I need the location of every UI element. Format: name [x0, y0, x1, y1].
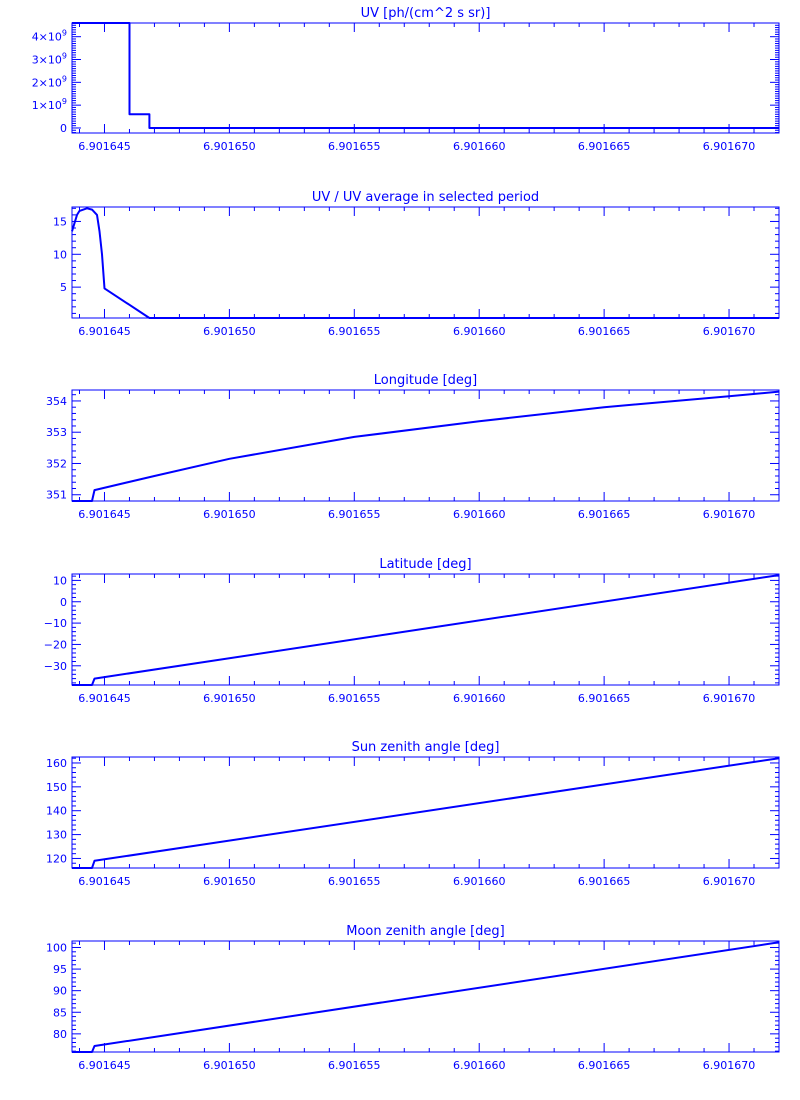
y-tick-label: 80 — [53, 1028, 67, 1041]
y-tick-label: 2×109 — [32, 74, 67, 89]
x-tick-label: 6.901660 — [453, 1059, 506, 1072]
y-tick-label-base: 2×10 — [32, 76, 62, 89]
x-tick-label: 6.901655 — [328, 692, 381, 705]
x-tick-label: 6.901650 — [203, 875, 256, 888]
x-tick-label: 6.901650 — [203, 692, 256, 705]
y-tick-label-exponent: 9 — [62, 74, 67, 83]
x-tick-label: 6.901645 — [78, 875, 131, 888]
y-tick-label: 1×109 — [32, 97, 67, 112]
chart-title: UV [ph/(cm^2 s sr)] — [361, 6, 491, 21]
series-line — [72, 574, 780, 686]
y-tick-label: 160 — [46, 757, 67, 770]
plot-frame — [71, 22, 780, 134]
chart-panel-5: Sun zenith angle [deg] 6.901645 6.901650 6.… — [46, 740, 780, 888]
chart-title: Longitude [deg] — [374, 373, 477, 388]
x-tick-label: 6.901660 — [453, 875, 506, 888]
x-tick-label: 6.901650 — [203, 508, 256, 521]
chart-title: Moon zenith angle [deg] — [346, 924, 504, 939]
x-tick-label: 6.901660 — [453, 140, 506, 153]
x-tick-label: 6.901670 — [703, 140, 756, 153]
y-tick-label: 100 — [46, 941, 67, 954]
series-line — [72, 757, 780, 869]
y-tick-label: 150 — [46, 781, 67, 794]
chart-panel-3: Longitude [deg] 6.901645 6.901650 6.901655 6… — [46, 373, 780, 521]
y-tick-label: −20 — [44, 638, 67, 651]
x-tick-label: 6.901655 — [328, 1059, 381, 1072]
y-tick-label: 353 — [46, 426, 67, 439]
y-tick-label-exponent: 9 — [62, 52, 67, 61]
x-tick-label: 6.901660 — [453, 692, 506, 705]
y-tick-label: 351 — [46, 489, 67, 502]
y-tick-label: 3×109 — [32, 52, 67, 67]
y-tick-label: 5 — [60, 281, 67, 294]
y-tick-label: 352 — [46, 457, 67, 470]
y-tick-label: 4×109 — [32, 29, 67, 44]
y-tick-label-base: 1×10 — [32, 99, 62, 112]
y-tick-label-base: 3×10 — [32, 54, 62, 67]
x-tick-label: 6.901665 — [578, 1059, 631, 1072]
y-tick-label-exponent: 9 — [62, 29, 67, 38]
x-tick-label: 6.901665 — [578, 508, 631, 521]
x-tick-label: 6.901665 — [578, 875, 631, 888]
x-tick-label: 6.901665 — [578, 692, 631, 705]
x-tick-label: 6.901665 — [578, 325, 631, 338]
plot-frame — [71, 206, 780, 319]
x-tick-label: 6.901665 — [578, 140, 631, 153]
x-tick-label: 6.901670 — [703, 875, 756, 888]
chart-title: UV / UV average in selected period — [312, 190, 539, 205]
x-tick-label: 6.901645 — [78, 508, 131, 521]
x-tick-label: 6.901645 — [78, 325, 131, 338]
x-tick-label: 6.901645 — [78, 692, 131, 705]
plot-frame — [71, 940, 780, 1053]
series-line — [72, 941, 780, 1053]
x-tick-label: 6.901670 — [703, 325, 756, 338]
y-tick-label: 15 — [53, 215, 67, 228]
y-tick-label: 130 — [46, 829, 67, 842]
chart-panel-2: UV / UV average in selected period 6.9016… — [53, 190, 780, 338]
y-tick-label: 0 — [60, 122, 67, 135]
plot-frame — [71, 573, 780, 686]
y-tick-label: 90 — [53, 985, 67, 998]
x-tick-label: 6.901660 — [453, 508, 506, 521]
plot-frame — [71, 389, 780, 502]
y-tick-label-base: 4×10 — [32, 31, 62, 44]
chart-title: Latitude [deg] — [379, 557, 471, 572]
y-tick-label: 85 — [53, 1006, 67, 1019]
x-tick-label: 6.901645 — [78, 1059, 131, 1072]
x-tick-label: 6.901655 — [328, 508, 381, 521]
y-tick-label: 140 — [46, 805, 67, 818]
chart-panel-4: Latitude [deg] 6.901645 6.901650 6.901655 6.… — [44, 557, 780, 705]
x-tick-label: 6.901645 — [78, 140, 131, 153]
y-tick-label-base: 0 — [60, 122, 67, 135]
x-tick-label: 6.901650 — [203, 1059, 256, 1072]
x-tick-label: 6.901660 — [453, 325, 506, 338]
x-tick-label: 6.901670 — [703, 692, 756, 705]
y-tick-label: 95 — [53, 963, 67, 976]
y-tick-label-exponent: 9 — [62, 97, 67, 106]
series-line — [72, 390, 780, 502]
x-tick-label: 6.901670 — [703, 508, 756, 521]
series-line — [72, 22, 779, 129]
x-tick-label: 6.901650 — [203, 140, 256, 153]
chart-panel-6: Moon zenith angle [deg] 6.901645 6.901650 6… — [46, 924, 780, 1072]
series-line — [71, 207, 779, 319]
y-tick-label: 120 — [46, 852, 67, 865]
x-tick-label: 6.901670 — [703, 1059, 756, 1072]
y-tick-label: 10 — [53, 248, 67, 261]
y-tick-label: 10 — [53, 574, 67, 587]
x-tick-label: 6.901655 — [328, 875, 381, 888]
y-tick-label: 354 — [46, 395, 67, 408]
x-tick-label: 6.901650 — [203, 325, 256, 338]
plot-frame — [71, 756, 780, 869]
chart-title: Sun zenith angle [deg] — [352, 740, 500, 755]
x-tick-label: 6.901655 — [328, 140, 381, 153]
y-tick-label: −30 — [44, 660, 67, 673]
chart-panel-1: UV [ph/(cm^2 s sr)] 6.901645 6.901650 6.901… — [32, 6, 780, 153]
x-tick-label: 6.901655 — [328, 325, 381, 338]
y-tick-label: −10 — [44, 617, 67, 630]
y-tick-label: 0 — [60, 596, 67, 609]
